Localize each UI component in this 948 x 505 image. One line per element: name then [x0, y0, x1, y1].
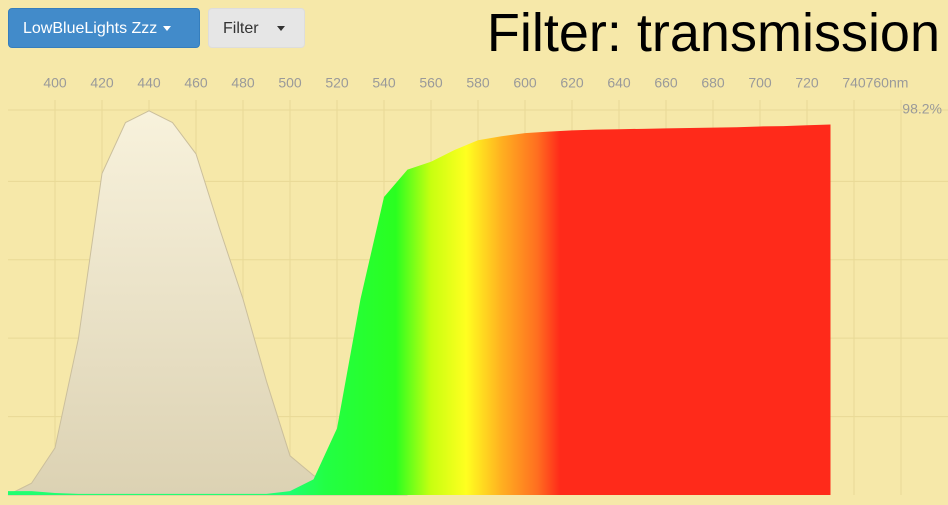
x-tick-label: 500 [278, 75, 302, 91]
x-tick-label: 440 [137, 75, 161, 91]
x-tick-label: 420 [90, 75, 114, 91]
x-tick-label: 580 [466, 75, 490, 91]
x-tick-label: 540 [372, 75, 396, 91]
x-tick-label: 400 [43, 75, 67, 91]
x-tick-label: 760nm [866, 75, 909, 91]
button-label: LowBlueLights Zzz [23, 20, 158, 37]
mode-select-button[interactable]: Filter [208, 8, 305, 48]
button-label: Filter [223, 20, 259, 37]
x-tick-label: 680 [701, 75, 725, 91]
y-tick-label: 98.2% [902, 101, 942, 117]
x-tick-label: 520 [325, 75, 349, 91]
x-tick-label: 600 [513, 75, 537, 91]
x-tick-label: 640 [607, 75, 631, 91]
x-tick-label: 620 [560, 75, 584, 91]
x-tick-label: 460 [184, 75, 208, 91]
x-tick-label: 660 [654, 75, 678, 91]
x-tick-label: 720 [795, 75, 819, 91]
area [8, 124, 831, 496]
filter-select-button[interactable]: LowBlueLights Zzz [8, 8, 200, 48]
x-tick-label: 740 [842, 75, 866, 91]
chart-title: Filter: transmission [486, 3, 940, 63]
x-tick-label: 700 [748, 75, 772, 91]
x-tick-label: 480 [231, 75, 255, 91]
x-tick-label: 560 [419, 75, 443, 91]
